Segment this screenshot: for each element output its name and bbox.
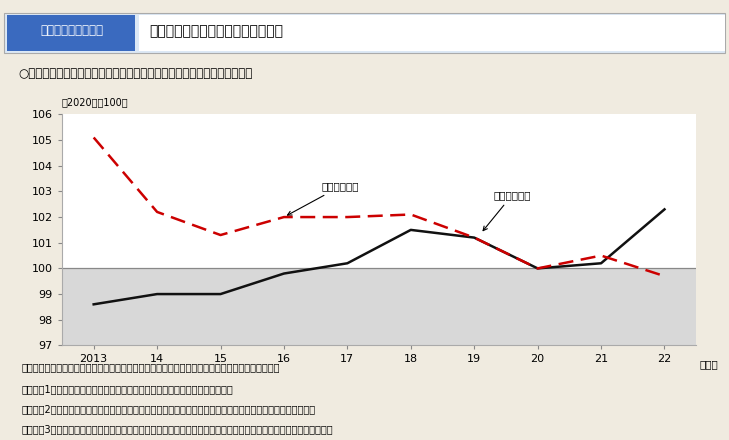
Text: ○　２０２２年は物価の上昇を反映し、実質賃金が名目賃金を下回った。: ○ ２０２２年は物価の上昇を反映し、実質賃金が名目賃金を下回った。 (18, 67, 252, 80)
Text: （注）　1）調査産業計、就業形態計、事業所規模５人以上の値を示している。: （注） 1）調査産業計、就業形態計、事業所規模５人以上の値を示している。 (22, 384, 233, 394)
Text: 資料出所　厉生労働省「毎月勤労統計調査」をもとに厉生労働省政策統括官付政策統括室にて作成: 資料出所 厉生労働省「毎月勤労統計調査」をもとに厉生労働省政策統括官付政策統括室… (22, 363, 280, 373)
Text: 2）名目賃金指数は、就業形態計の現金給与総額に対応した指数である。２０２０年を１００とする。: 2）名目賃金指数は、就業形態計の現金給与総額に対応した指数である。２０２０年を１… (22, 404, 316, 414)
Text: 第１－（３）－９図: 第１－（３）－９図 (40, 24, 103, 37)
FancyBboxPatch shape (139, 15, 725, 51)
Text: 実質賃金指数: 実質賃金指数 (287, 181, 359, 215)
Text: 名目賃金指数: 名目賃金指数 (483, 190, 531, 231)
Text: （2020年＝100）: （2020年＝100） (62, 97, 128, 107)
Text: 名目賃金指数と実質賃金指数の推移: 名目賃金指数と実質賃金指数の推移 (149, 24, 284, 38)
Bar (62, 268, 696, 345)
Text: 3）実質賃金指数は、名目賃金指数を消費者物価指数（持家の帰属家購を除く総合）で除して算出している。: 3）実質賃金指数は、名目賃金指数を消費者物価指数（持家の帰属家購を除く総合）で除… (22, 424, 333, 434)
FancyBboxPatch shape (7, 15, 135, 51)
Text: （年）: （年） (699, 359, 718, 370)
FancyBboxPatch shape (4, 13, 725, 53)
